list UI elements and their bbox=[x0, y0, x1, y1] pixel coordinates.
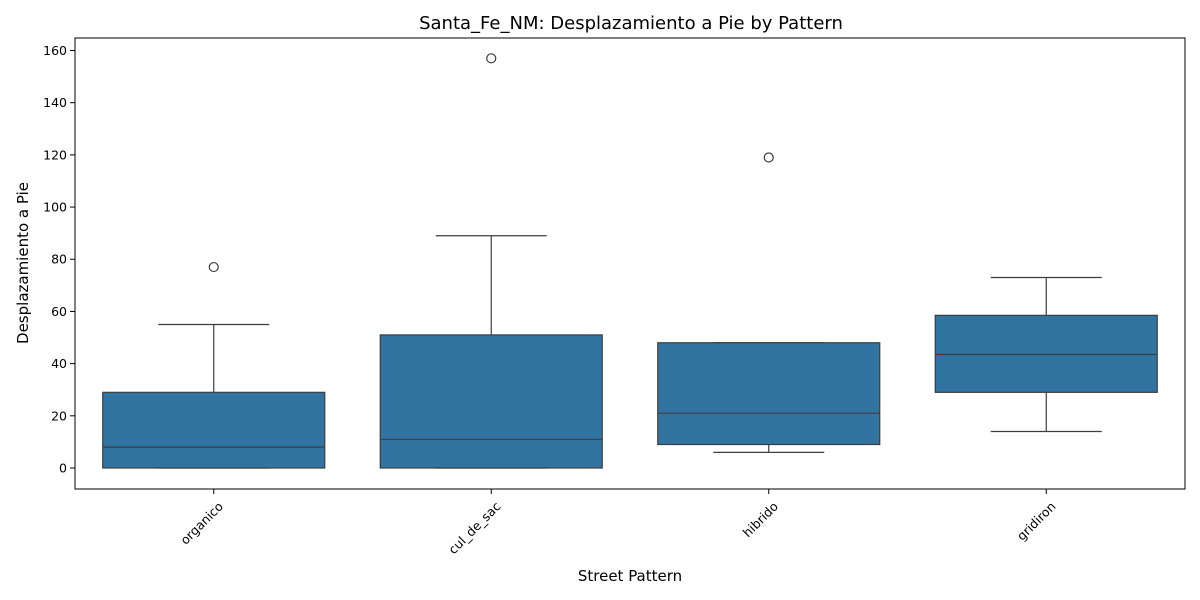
outlier-point bbox=[486, 53, 497, 64]
box-gridiron bbox=[934, 314, 1158, 393]
y-tick-label: 120 bbox=[43, 147, 67, 162]
x-tick-label: hibrido bbox=[740, 499, 781, 540]
y-tick-label: 60 bbox=[51, 304, 67, 319]
box-organico bbox=[102, 391, 326, 469]
box-hibrido bbox=[657, 342, 881, 446]
outlier-point bbox=[208, 261, 219, 273]
x-tick-label: cul_de_sac bbox=[445, 499, 503, 557]
y-tick-label: 20 bbox=[51, 408, 67, 423]
x-axis-label: Street Pattern bbox=[578, 567, 682, 585]
y-tick-label: 80 bbox=[51, 252, 67, 267]
y-axis-label: Desplazamiento a Pie bbox=[14, 182, 32, 344]
y-tick-label: 40 bbox=[51, 356, 67, 371]
plot-area: 0 20 40 60 80 100 120 140 160 organico cul_de_sac h… bbox=[43, 43, 1158, 557]
axes-frame bbox=[74, 37, 1186, 490]
x-tick-label: gridiron bbox=[1014, 499, 1059, 544]
y-tick-label: 0 bbox=[59, 461, 67, 476]
x-tick-label: organico bbox=[177, 499, 226, 548]
y-tick-label: 160 bbox=[43, 43, 67, 58]
y-tick-label: 100 bbox=[43, 200, 67, 215]
chart-title: Santa_Fe_NM: Desplazamiento a Pie by Pat… bbox=[419, 13, 843, 34]
box-cul_de_sac bbox=[379, 334, 603, 469]
y-tick-label: 140 bbox=[43, 95, 67, 110]
outlier-point bbox=[763, 152, 774, 163]
